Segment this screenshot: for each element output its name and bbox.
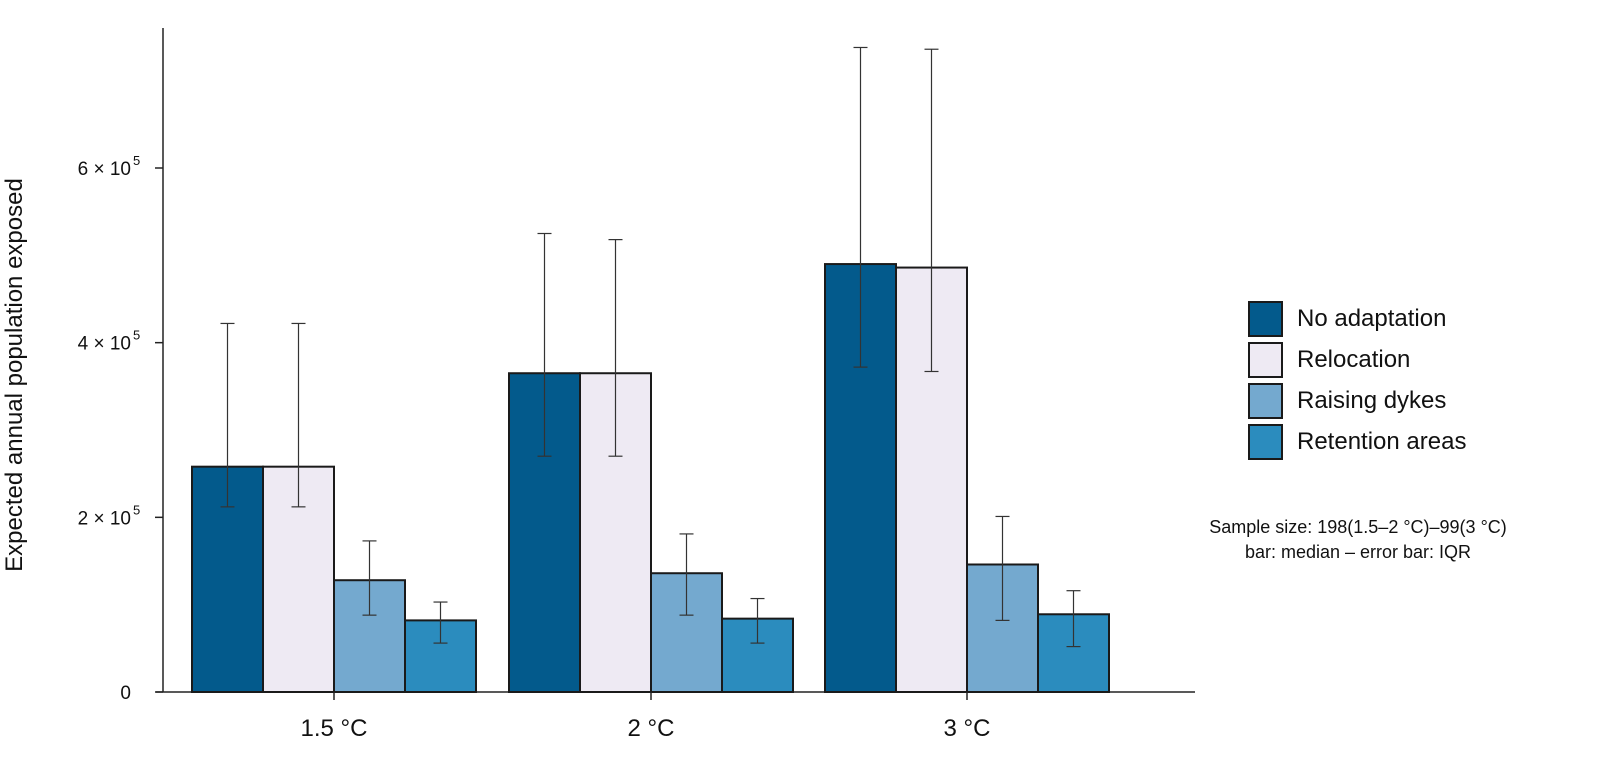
y-tick-label: 0 xyxy=(120,683,131,704)
x-tick-label: 2 °C xyxy=(628,715,675,742)
legend-swatch-retention-areas xyxy=(1248,423,1283,460)
legend-item: No adaptation xyxy=(1248,298,1466,339)
legend-label-no-adaptation: No adaptation xyxy=(1297,304,1447,332)
x-tick-label: 1.5 °C xyxy=(301,715,368,742)
legend-swatch-raising-dykes xyxy=(1248,382,1283,419)
bars xyxy=(191,263,1110,694)
y-tick-label: 6 × 10 xyxy=(78,159,131,180)
y-tick-label: 2 × 10 xyxy=(78,508,131,529)
y-ticks: 02 × 10 54 × 10 56 × 10 5 xyxy=(78,153,163,704)
annotation-sample-size: Sample size: 198(1.5–2 °C)–99(3 °C) xyxy=(1209,517,1507,537)
legend-label-retention-areas: Retention areas xyxy=(1297,427,1467,455)
legend-item: Retention areas xyxy=(1248,421,1466,462)
legend-item: Raising dykes xyxy=(1248,380,1466,421)
x-tick-label: 3 °C xyxy=(944,715,991,742)
legend-swatch-no-adaptation xyxy=(1248,300,1283,337)
y-tick-exponent: 5 xyxy=(133,153,140,168)
y-tick-exponent: 5 xyxy=(133,328,140,343)
x-tick-labels: 1.5 °C 2 °C 3 °C xyxy=(301,692,991,742)
legend-item: Relocation xyxy=(1248,339,1466,380)
y-tick-label: 4 × 10 xyxy=(78,334,131,355)
legend-label-relocation: Relocation xyxy=(1297,345,1411,373)
legend-label-raising-dykes: Raising dykes xyxy=(1297,386,1447,414)
chart-annotation: Sample size: 198(1.5–2 °C)–99(3 °C) bar:… xyxy=(1168,515,1548,565)
y-tick-exponent: 5 xyxy=(133,502,140,517)
y-axis-title: Expected annual population exposed xyxy=(1,178,28,572)
legend-swatch-relocation xyxy=(1248,341,1283,378)
legend: No adaptation Relocation Raising dykes R… xyxy=(1248,298,1466,462)
error-bars xyxy=(220,46,1081,648)
annotation-bar-description: bar: median – error bar: IQR xyxy=(1244,542,1472,562)
